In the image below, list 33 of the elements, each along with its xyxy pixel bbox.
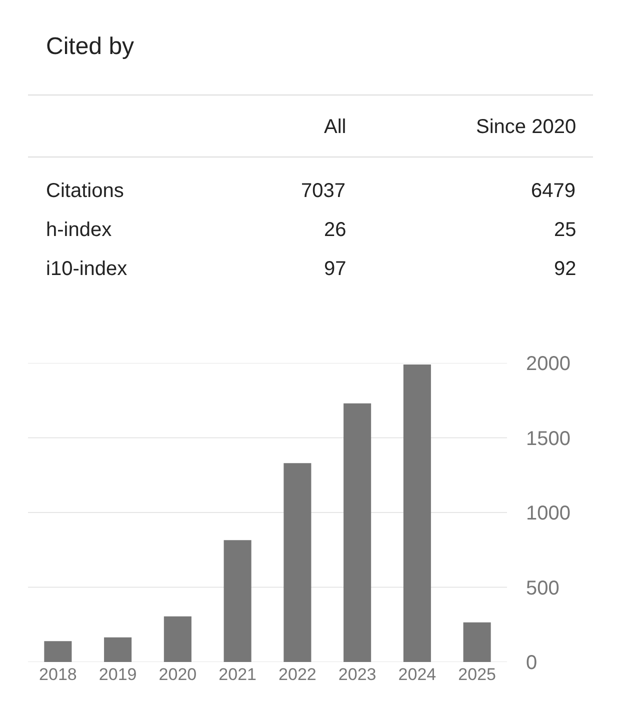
text: 6479	[531, 180, 576, 202]
y-tick-label: 0	[526, 652, 538, 674]
bar	[344, 403, 372, 662]
text: 26	[324, 219, 346, 241]
x-tick-label: 2018	[39, 665, 77, 684]
text: 7037	[301, 180, 346, 202]
x-tick-label: 2025	[458, 665, 496, 684]
text: Cited by	[46, 33, 134, 60]
x-tick-label: 2023	[338, 665, 376, 684]
y-tick-label: 2000	[526, 353, 570, 375]
text: 92	[554, 258, 576, 280]
x-tick-label: 2020	[158, 665, 197, 684]
y-tick-label: 1000	[526, 502, 570, 524]
x-tick-label: 2022	[278, 665, 316, 684]
text: All	[324, 116, 346, 138]
bar	[44, 641, 72, 662]
x-tick-label: 2019	[98, 665, 137, 684]
bar	[403, 364, 431, 662]
text: 97	[324, 258, 346, 280]
text: Citations	[46, 180, 124, 202]
bar	[284, 463, 312, 662]
y-tick-label: 1500	[526, 428, 570, 450]
x-tick-label: 2024	[398, 665, 436, 684]
text: i10-index	[46, 258, 128, 280]
y-tick-label: 500	[526, 577, 560, 600]
text: h-index	[46, 219, 112, 241]
x-tick-label: 2021	[218, 665, 256, 684]
bar	[164, 616, 192, 662]
text: 25	[554, 219, 576, 241]
bar	[463, 622, 491, 662]
text: Since 2020	[476, 116, 576, 138]
bar	[224, 540, 252, 662]
bar	[104, 637, 132, 662]
